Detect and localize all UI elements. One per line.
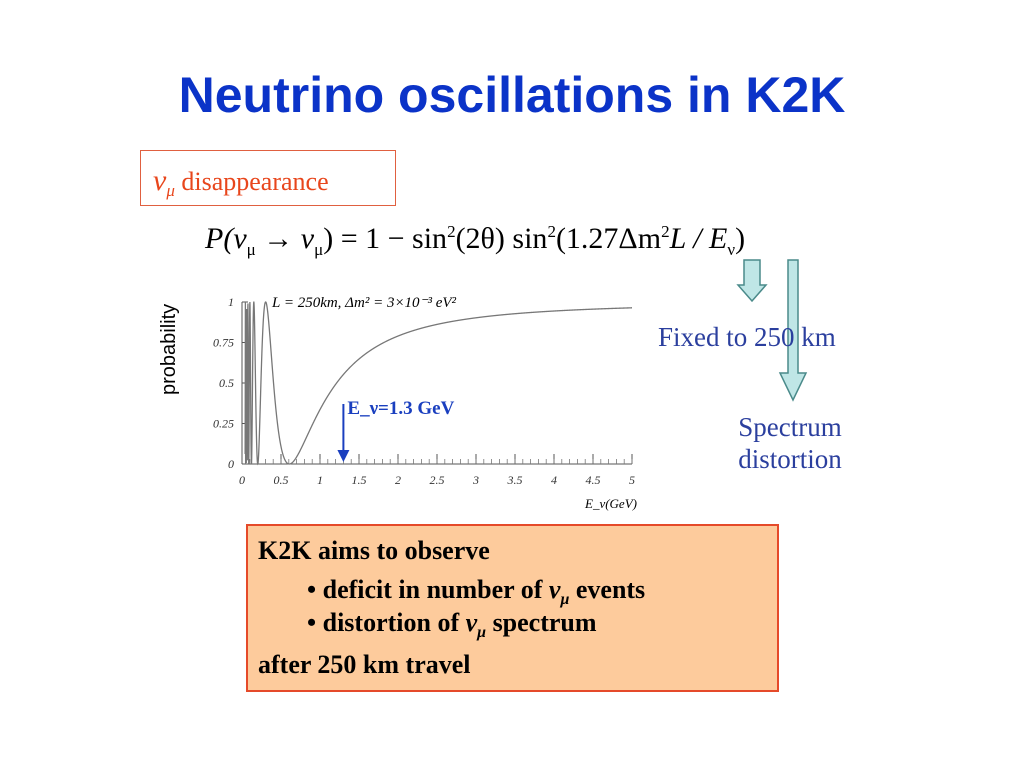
formula-end: ) (735, 222, 746, 255)
y-tick-label: 0.25 (213, 417, 234, 431)
bullet2-post: spectrum (492, 608, 597, 637)
nu-symbol: ν (153, 164, 167, 197)
y-tick-label: 0 (228, 457, 234, 471)
bullet2-pre: • distortion of (307, 608, 460, 637)
bullet1-mu: μ (560, 591, 570, 609)
chart-ticks: 0 0.5 1 1.5 2 2.5 3 3.5 4 4.5 5 0 0.25 0.5 0.75 1 (213, 295, 635, 487)
formula-part3: (1.27Δm (555, 222, 662, 255)
box-bullet-distortion: • distortion of νμ spectrum (307, 608, 597, 642)
down-arrow-long-icon (778, 259, 808, 402)
x-tick-label: 1.5 (352, 473, 367, 487)
formula-sub-nu: ν (727, 240, 736, 259)
probability-curve (244, 301, 632, 466)
probability-chart: 0 0.5 1 1.5 2 2.5 3 3.5 4 4.5 5 0 0.25 0.5 0.75 1 L = 2… (213, 295, 637, 511)
arrows (736, 259, 808, 402)
x-tick-label: 3 (472, 473, 479, 487)
formula-arrow: → ν (255, 222, 315, 255)
mu-subscript: μ (166, 181, 175, 201)
y-tick-label: 1 (228, 295, 234, 309)
marker-label: E_ν=1.3 GeV (347, 398, 454, 419)
formula-sq-1: 2 (447, 222, 456, 241)
disappearance-box (140, 150, 396, 206)
box-line4: after 250 km travel (258, 650, 471, 679)
x-tick-label: 3.5 (507, 473, 523, 487)
bullet1-post: events (575, 575, 646, 604)
fixed-distance-note: Fixed to 250 km (658, 322, 836, 352)
bullet1-pre: • deficit in number of (307, 575, 543, 604)
x-tick-label: 1 (317, 473, 323, 487)
y-tick-label: 0.5 (219, 376, 234, 390)
x-tick-label: 4.5 (586, 473, 601, 487)
oscillation-formula: P(νμ → νμ) = 1 − sin2(2θ) sin2(1.27Δm2L … (205, 222, 745, 260)
down-arrow-short-icon (736, 259, 768, 303)
disappearance-text: disappearance (181, 167, 329, 196)
formula-sub-mu-2: μ (314, 240, 324, 259)
bullet1-nu: ν (548, 575, 561, 604)
formula-sub-mu-1: μ (246, 240, 256, 259)
x-tick-label: 0.5 (274, 473, 289, 487)
bullet2-nu: ν (465, 608, 478, 637)
formula-part2: (2θ) sin (455, 222, 548, 255)
x-tick-label: 2 (395, 473, 401, 487)
spectrum-note-line2: distortion (738, 444, 842, 474)
energy-marker: E_ν=1.3 GeV (337, 398, 455, 462)
x-tick-label: 2.5 (430, 473, 445, 487)
box-line1: K2K aims to observe (258, 536, 490, 565)
page-title: Neutrino oscillations in K2K (178, 67, 846, 123)
bullet2-mu: μ (477, 624, 487, 642)
formula-part4: L / E (669, 222, 728, 255)
x-tick-label: 4 (551, 473, 557, 487)
formula-close: ) = 1 − sin (323, 222, 448, 255)
chart-annotation: L = 250km, Δm² = 3×10⁻³ eV² (271, 295, 457, 311)
formula-sq-3: 2 (661, 222, 670, 241)
marker-arrowhead-icon (337, 450, 350, 462)
y-tick-label: 0.75 (213, 336, 234, 350)
x-tick-label: 0 (239, 473, 245, 487)
x-tick-label: 5 (629, 473, 635, 487)
x-axis-label: E_ν(GeV) (584, 496, 637, 511)
spectrum-note-line1: Spectrum (738, 412, 842, 442)
disappearance-label: νμ disappearance (153, 164, 329, 201)
k2k-aims-box (246, 524, 779, 692)
formula-lhs: P(ν (205, 222, 247, 255)
y-axis-label: probability (158, 303, 180, 395)
chart-frame (241, 302, 632, 465)
box-bullet-deficit: • deficit in number of νμ events (307, 575, 645, 609)
formula-sq-2: 2 (547, 222, 556, 241)
